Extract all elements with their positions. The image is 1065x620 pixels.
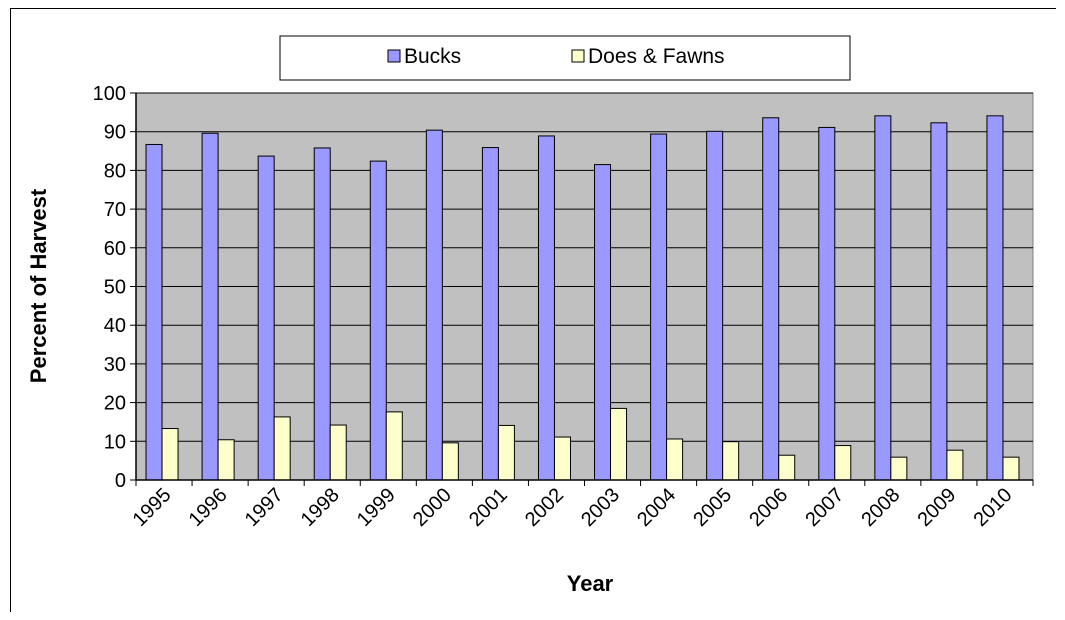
y-tick-label: 80 bbox=[104, 160, 126, 182]
bar-bucks bbox=[818, 126, 836, 481]
x-tick-label: 2010 bbox=[969, 484, 1016, 531]
y-tick-label: 50 bbox=[104, 277, 126, 299]
x-tick-label: 1995 bbox=[129, 484, 176, 531]
x-tick-label: 2005 bbox=[689, 484, 736, 531]
bar-does-fawns bbox=[161, 428, 179, 481]
legend-swatch-does-fawns bbox=[571, 49, 585, 63]
bar-does-fawns bbox=[778, 454, 796, 481]
legend-label-does-fawns: Does & Fawns bbox=[588, 45, 725, 68]
bar-bucks bbox=[145, 143, 163, 481]
bar-does-fawns bbox=[610, 407, 628, 481]
x-tick-label: 2006 bbox=[745, 484, 792, 531]
x-tick-label: 1996 bbox=[185, 484, 232, 531]
bar-does-fawns bbox=[553, 436, 571, 481]
x-tick-label: 2008 bbox=[857, 484, 904, 531]
bar-does-fawns bbox=[1002, 456, 1020, 481]
x-tick-label: 2007 bbox=[801, 484, 848, 531]
bar-bucks bbox=[874, 115, 892, 481]
bar-bucks bbox=[425, 129, 443, 481]
legend-swatch-bucks bbox=[387, 49, 401, 63]
bar-bucks bbox=[313, 147, 331, 481]
y-tick-label: 20 bbox=[104, 393, 126, 415]
bar-bucks bbox=[201, 132, 219, 481]
chart-frame bbox=[10, 8, 1056, 612]
bar-bucks bbox=[257, 155, 275, 481]
bar-bucks bbox=[537, 135, 555, 481]
x-tick-label: 2004 bbox=[633, 484, 680, 531]
bar-bucks bbox=[762, 117, 780, 481]
bar-bucks bbox=[594, 164, 612, 481]
bar-bucks bbox=[986, 115, 1004, 481]
bar-does-fawns bbox=[722, 441, 740, 481]
x-tick-labels: 1995 1996 1997 1998 1999 2000 2001 2002 2003 2004… bbox=[129, 484, 1017, 531]
bar-bucks bbox=[930, 122, 948, 481]
bar-does-fawns bbox=[497, 424, 515, 481]
y-tick-label: 70 bbox=[104, 199, 126, 221]
x-tick-label: 2002 bbox=[521, 484, 568, 531]
x-tick-label: 1999 bbox=[353, 484, 400, 531]
axes bbox=[130, 92, 1034, 486]
x-tick-label: 2000 bbox=[409, 484, 456, 531]
bar-does-fawns bbox=[329, 424, 347, 481]
bar-bucks bbox=[369, 160, 387, 481]
x-tick-label: 1998 bbox=[297, 484, 344, 531]
bar-does-fawns bbox=[834, 445, 852, 481]
x-tick-label: 2003 bbox=[577, 484, 624, 531]
y-tick-label: 0 bbox=[115, 470, 126, 492]
legend-label-bucks: Bucks bbox=[404, 45, 461, 68]
y-tick-label: 100 bbox=[93, 83, 126, 105]
x-tick-label: 2009 bbox=[913, 484, 960, 531]
y-tick-label: 60 bbox=[104, 238, 126, 260]
y-tick-label: 90 bbox=[104, 122, 126, 144]
bar-does-fawns bbox=[441, 442, 459, 481]
legend-box bbox=[279, 35, 851, 81]
bar-does-fawns bbox=[273, 416, 291, 481]
legend: Bucks Does & Fawns bbox=[279, 35, 851, 81]
y-tick-label: 30 bbox=[104, 354, 126, 376]
bar-does-fawns bbox=[666, 438, 684, 481]
bar-does-fawns bbox=[946, 449, 964, 481]
y-tick-label: 10 bbox=[104, 431, 126, 453]
bars bbox=[145, 115, 1020, 481]
x-axis-title: Year bbox=[567, 571, 614, 596]
bar-does-fawns bbox=[890, 456, 908, 481]
bar-does-fawns bbox=[385, 411, 403, 481]
y-tick-label: 40 bbox=[104, 315, 126, 337]
y-tick-labels: 0 10 20 30 40 50 60 70 80 90 100 bbox=[93, 83, 126, 492]
x-tick-label: 2001 bbox=[465, 484, 512, 531]
x-tick-label: 1997 bbox=[241, 484, 288, 531]
bar-bucks bbox=[650, 133, 668, 481]
bar-bucks bbox=[706, 130, 724, 481]
y-axis-title: Percent of Harvest bbox=[26, 188, 51, 383]
bar-bucks bbox=[481, 147, 499, 481]
bar-does-fawns bbox=[217, 439, 235, 481]
